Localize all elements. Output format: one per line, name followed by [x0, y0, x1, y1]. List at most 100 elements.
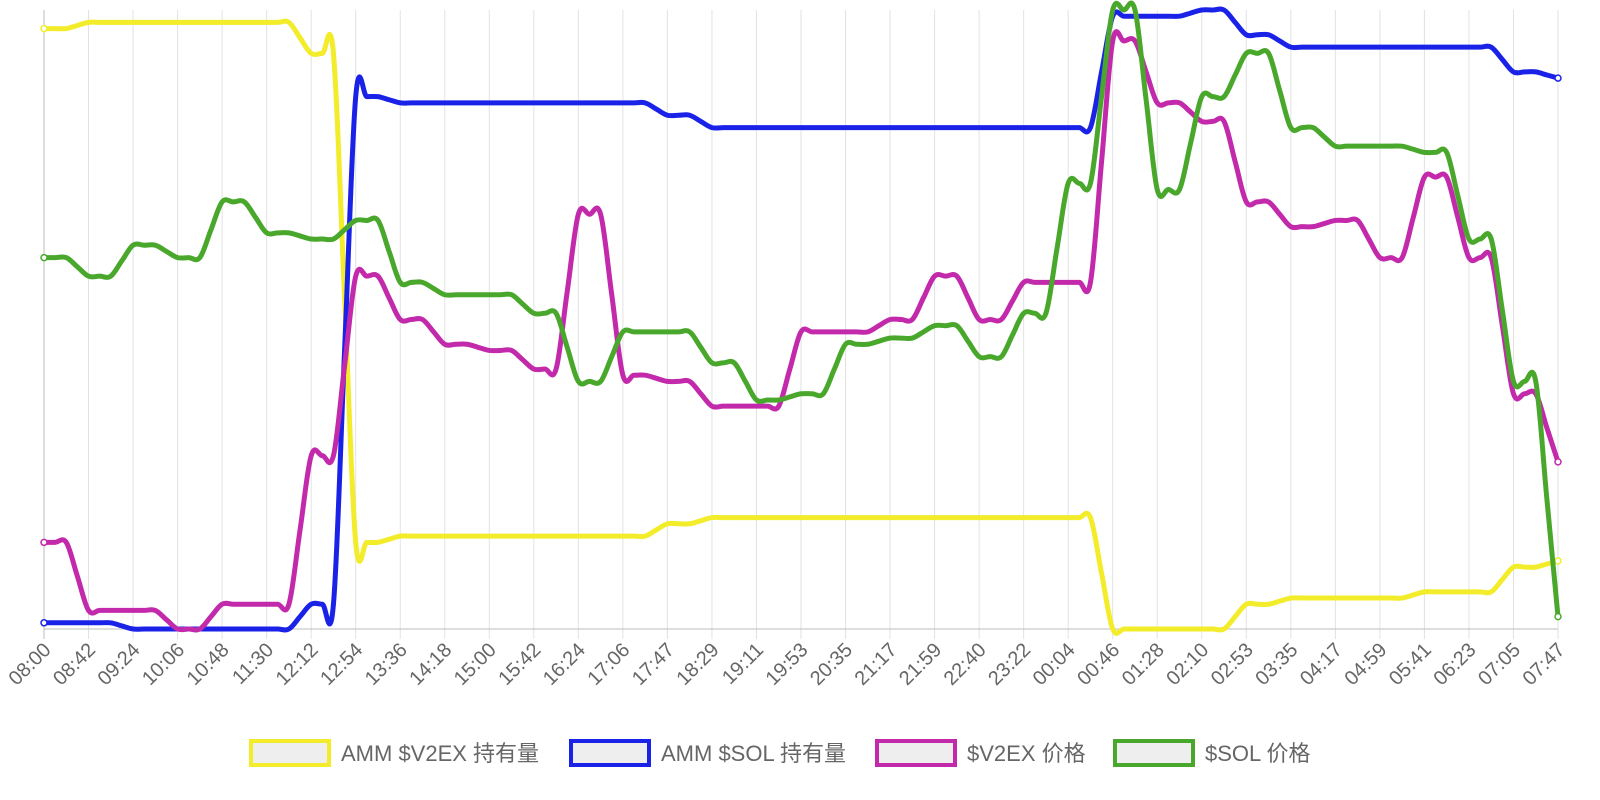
data-point — [1099, 571, 1104, 576]
data-point — [888, 125, 892, 130]
data-point — [632, 101, 636, 105]
data-point — [643, 101, 647, 105]
data-point — [1255, 32, 1260, 37]
data-point — [220, 627, 224, 631]
data-point — [1333, 45, 1338, 49]
data-point — [164, 249, 169, 254]
data-point — [932, 323, 937, 328]
x-tick-label: 20:35 — [806, 639, 857, 690]
data-point — [1211, 8, 1215, 12]
data-point — [198, 627, 202, 631]
data-point — [721, 404, 725, 408]
data-point — [365, 94, 369, 99]
data-point — [765, 125, 770, 130]
series-4 — [40, 0, 1562, 621]
data-point — [587, 212, 592, 217]
data-point — [1032, 280, 1037, 285]
data-point — [1444, 590, 1449, 594]
data-point — [1032, 311, 1037, 316]
data-point — [1500, 308, 1505, 313]
data-point — [799, 125, 803, 130]
x-tick-label: 16:24 — [539, 639, 590, 690]
data-point — [843, 515, 848, 520]
data-point — [309, 51, 313, 56]
data-point — [977, 515, 981, 520]
data-point — [921, 330, 926, 334]
data-point — [1411, 147, 1416, 152]
data-point — [509, 348, 514, 353]
data-point — [1344, 218, 1349, 223]
data-point — [1166, 187, 1171, 192]
data-point — [1489, 45, 1494, 49]
data-point — [1400, 45, 1404, 49]
data-point — [1344, 596, 1349, 600]
data-point — [175, 627, 180, 631]
data-point — [365, 218, 369, 223]
data-point — [1099, 159, 1104, 164]
data-point — [264, 20, 269, 25]
legend-item[interactable]: AMM $V2EX 持有量 — [249, 739, 539, 767]
x-tick-label: 17:47 — [628, 639, 679, 690]
x-tick-label: 21:17 — [851, 639, 902, 690]
data-point — [131, 608, 135, 613]
data-point — [732, 404, 737, 408]
data-point — [1144, 97, 1148, 102]
data-point — [1188, 141, 1193, 145]
data-point — [1467, 255, 1471, 260]
data-point — [676, 379, 681, 384]
data-point — [955, 323, 959, 328]
x-tick-label: 07:47 — [1519, 639, 1570, 690]
data-point — [1055, 125, 1059, 130]
data-point — [142, 243, 146, 248]
data-point — [832, 330, 837, 334]
data-point — [1021, 125, 1026, 130]
data-point — [543, 534, 547, 538]
data-point — [1188, 110, 1193, 114]
data-point — [1144, 627, 1148, 631]
data-point — [1177, 187, 1182, 192]
data-point — [899, 317, 903, 322]
data-point — [1188, 627, 1193, 631]
data-point — [175, 20, 180, 25]
data-point — [75, 265, 80, 269]
legend-item[interactable]: $SOL 价格 — [1113, 739, 1311, 767]
data-point — [1511, 70, 1516, 74]
data-point — [643, 534, 647, 538]
data-point — [576, 534, 581, 538]
data-point — [75, 621, 80, 625]
data-point — [799, 391, 803, 396]
data-point — [86, 608, 91, 613]
legend-item[interactable]: $V2EX 价格 — [875, 739, 1086, 767]
data-point — [621, 534, 625, 538]
data-point — [1400, 255, 1404, 260]
data-point — [643, 373, 647, 378]
data-point — [1545, 426, 1549, 430]
data-point — [1522, 565, 1527, 569]
legend-swatch — [875, 739, 957, 767]
data-point — [1222, 627, 1226, 631]
data-point — [1010, 299, 1015, 303]
data-point — [120, 608, 124, 613]
data-point — [799, 515, 803, 520]
data-point — [498, 534, 503, 538]
data-point — [810, 391, 814, 396]
data-point — [1389, 596, 1393, 600]
data-point — [108, 274, 113, 278]
data-point — [1166, 627, 1171, 631]
data-point — [64, 26, 69, 31]
data-point — [186, 627, 191, 631]
data-point — [1289, 125, 1293, 130]
data-point — [732, 125, 737, 130]
data-point — [1422, 45, 1427, 49]
data-point — [120, 20, 124, 25]
data-point — [1433, 590, 1438, 594]
data-point — [765, 404, 770, 408]
data-point — [854, 125, 859, 130]
data-point — [1355, 45, 1360, 49]
data-point — [754, 125, 759, 130]
legend-item[interactable]: AMM $SOL 持有量 — [569, 739, 846, 767]
legend-label: $SOL 价格 — [1205, 741, 1311, 766]
data-point — [988, 125, 993, 130]
data-point — [331, 602, 336, 607]
